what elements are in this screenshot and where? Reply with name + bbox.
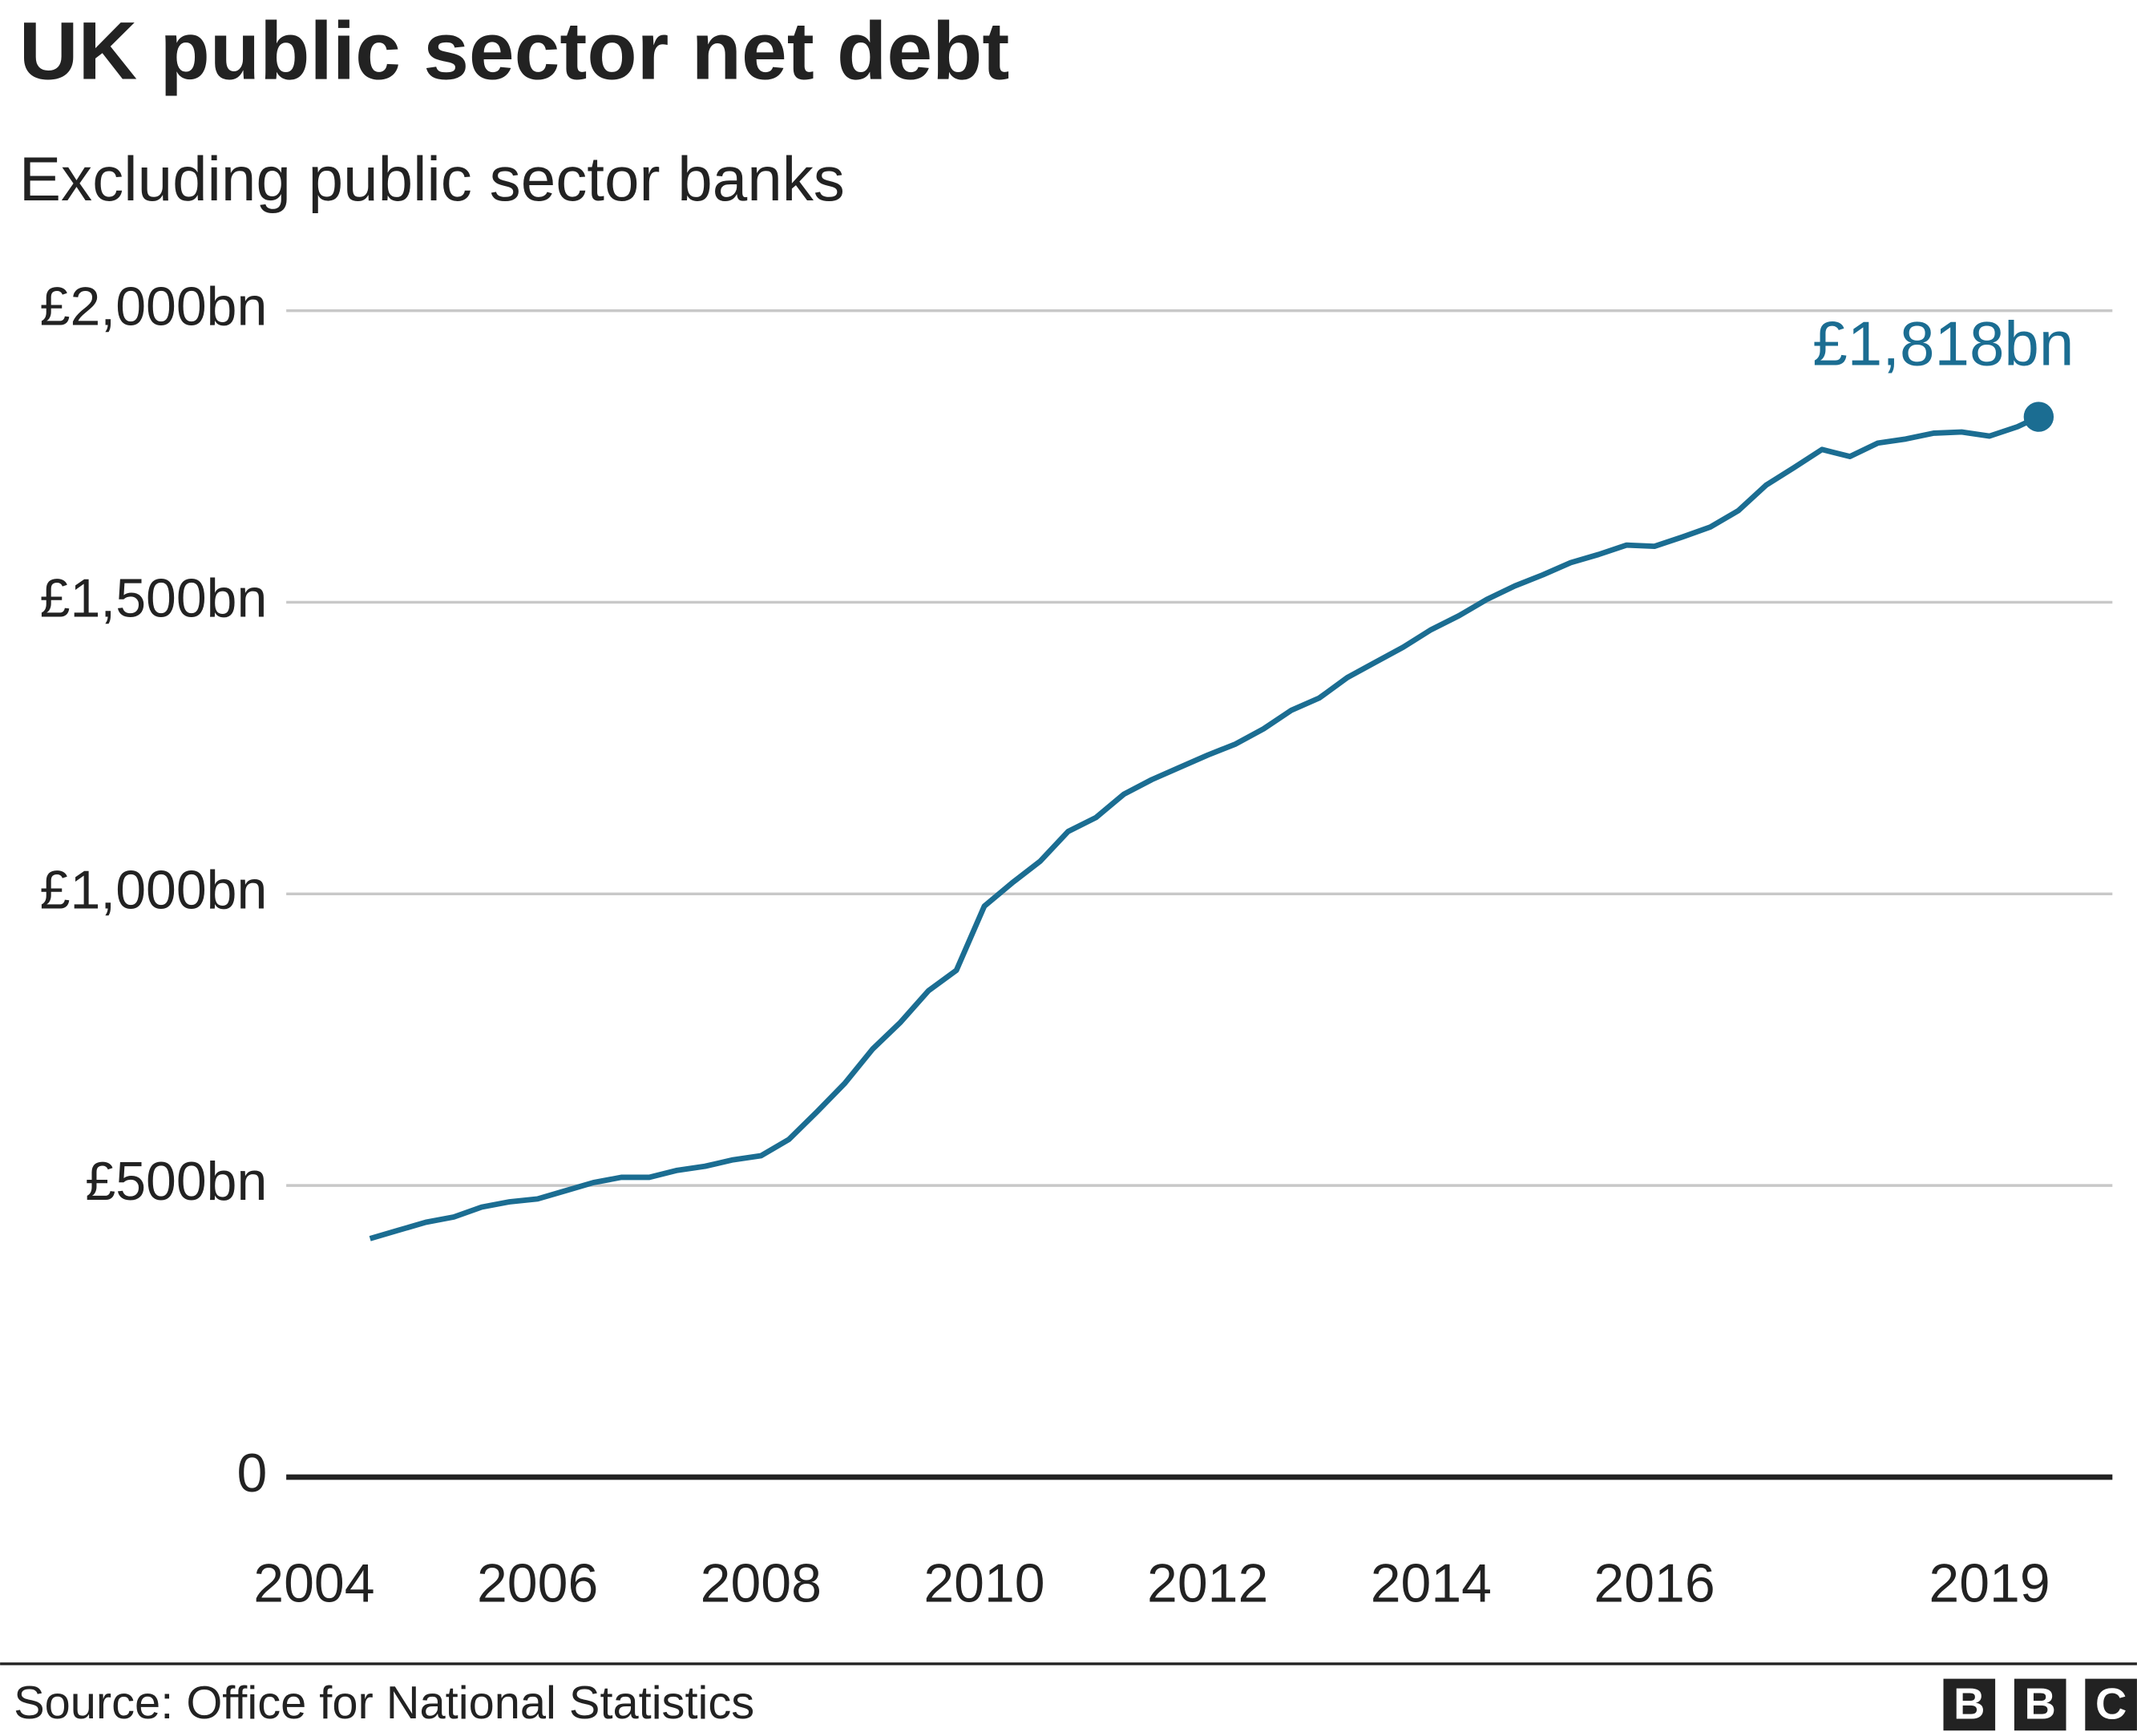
x-tick-label: 2006 [477,1553,598,1614]
x-tick-label: 2004 [253,1553,374,1614]
value-label: £1,818bn [1812,309,2074,379]
x-tick-label: 2010 [923,1553,1044,1614]
logo-box [1943,1678,1996,1731]
y-tick-label: £500bn [85,1151,267,1212]
logo-box [2085,1678,2137,1731]
logo-letter: B [2025,1680,2056,1729]
y-tick-label: £1,000bn [40,859,268,920]
x-tick-label: 2008 [701,1553,822,1614]
x-tick-label: 2016 [1594,1553,1715,1614]
x-tick-label: 2019 [1929,1553,2050,1614]
end-point [2023,402,2054,432]
y-tick-label: £2,000bn [40,277,268,337]
logo: B B C [1943,1678,2137,1731]
chart-subtitle: Excluding public sector banks [19,143,845,214]
logo-box [2014,1678,2066,1731]
x-tick-label: 2012 [1147,1553,1268,1614]
y-tick-label: 0 [236,1443,267,1504]
chart-title: UK public sector net debt [19,5,1009,96]
logo-letter: B [1953,1680,1985,1729]
source: Source: Office for National Statistics [14,1677,754,1729]
y-tick-label: £1,500bn [40,567,268,628]
x-tick-label: 2014 [1371,1553,1492,1614]
logo-letter: C [2095,1680,2127,1729]
line [369,414,2040,1241]
